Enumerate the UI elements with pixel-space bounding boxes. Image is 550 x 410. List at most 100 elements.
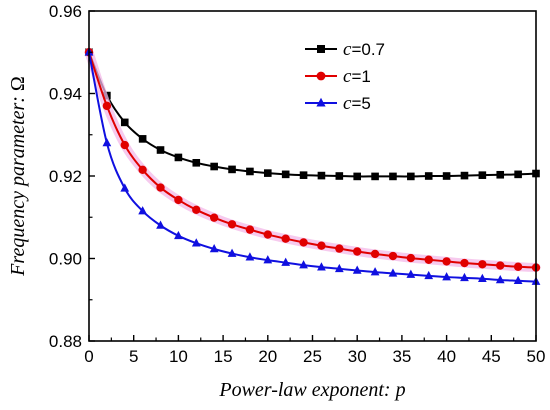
x-axis-label: Power-law exponent: p: [218, 379, 405, 401]
data-point: [514, 170, 522, 179]
data-point: [156, 183, 165, 192]
x-tick-label: 10: [169, 347, 188, 366]
x-tick-label: 5: [129, 347, 138, 366]
x-tick-label: 0: [84, 347, 93, 366]
y-tick-label: 0.90: [49, 250, 82, 269]
y-tick-label: 0.88: [49, 332, 82, 351]
legend-item-1: c=0.7: [305, 39, 385, 60]
data-point: [478, 260, 487, 269]
legend-item-3: c=5: [305, 93, 371, 114]
data-point: [263, 230, 272, 239]
data-point: [442, 172, 451, 180]
data-point: [210, 162, 218, 171]
data-point: [371, 172, 379, 181]
data-point: [496, 261, 505, 270]
x-tick-label: 40: [437, 347, 456, 366]
series-2: [84, 47, 541, 273]
data-point: [227, 220, 237, 229]
y-tick-label: 0.96: [49, 2, 82, 21]
data-point: [316, 71, 326, 81]
data-point: [102, 138, 112, 147]
data-point: [138, 135, 147, 143]
legend-value: =0.7: [351, 40, 385, 59]
data-point: [156, 220, 165, 229]
legend-variable: c: [343, 39, 352, 60]
data-point: [120, 118, 129, 127]
data-point: [406, 269, 416, 278]
legend-value: =1: [351, 67, 370, 86]
legend-item-2: c=1: [305, 66, 371, 87]
data-point: [442, 257, 451, 266]
data-point: [370, 249, 380, 259]
data-point: [120, 183, 130, 192]
data-point: [424, 172, 433, 180]
legend-label: c=1: [343, 66, 371, 87]
data-point: [478, 171, 487, 179]
legend-label: c=5: [343, 93, 371, 114]
y-axis-label-text: Frequency parameter:: [7, 91, 29, 277]
x-tick-label: 25: [303, 347, 322, 366]
series-line: [88, 51, 537, 269]
series-line: [88, 51, 537, 178]
data-point: [388, 268, 398, 277]
series-group: [84, 47, 541, 285]
y-axis-label-var: Ω: [7, 76, 29, 91]
data-point: [460, 171, 469, 180]
y-tick-label: 0.92: [49, 167, 82, 186]
data-point: [406, 253, 416, 263]
data-point: [174, 195, 183, 205]
data-point: [335, 172, 344, 180]
data-point: [281, 234, 290, 243]
data-point: [477, 273, 487, 282]
data-point: [156, 146, 165, 154]
data-point: [264, 169, 272, 177]
data-point: [120, 140, 129, 150]
data-point: [370, 267, 380, 276]
data-point: [442, 272, 451, 281]
series-highlight: [84, 47, 541, 273]
legend-value: =5: [351, 94, 370, 113]
data-point: [317, 45, 325, 53]
x-axis-label-text: Power-law exponent:: [218, 379, 395, 401]
x-tick-label: 45: [482, 347, 501, 366]
data-point: [496, 170, 505, 179]
series-3: [84, 47, 541, 285]
data-point: [281, 170, 290, 179]
data-point: [334, 263, 344, 273]
axis-ticks: 0 5 10 15 20 25 30 35 40 45 50 0.88 0.90 0.92 0.94 0.96: [49, 2, 546, 366]
data-point: [174, 230, 183, 240]
data-point: [317, 241, 326, 250]
data-point: [138, 206, 148, 215]
data-point: [317, 171, 326, 180]
legend-variable: c: [343, 93, 352, 114]
data-point: [460, 258, 469, 268]
data-point: [299, 171, 308, 179]
data-point: [335, 244, 344, 253]
data-point: [245, 225, 255, 234]
data-point: [353, 247, 362, 256]
data-point: [138, 165, 147, 175]
data-point: [228, 165, 236, 174]
data-point: [245, 252, 255, 261]
data-point: [495, 274, 505, 284]
data-point: [299, 260, 308, 269]
data-point: [316, 97, 326, 107]
data-point: [389, 172, 397, 181]
legend: c=0.7c=1c=5: [305, 39, 385, 114]
x-tick-label: 30: [348, 347, 367, 366]
data-point: [460, 272, 469, 282]
legend-variable: c: [343, 66, 352, 87]
data-point: [192, 205, 201, 215]
data-point: [209, 213, 219, 222]
data-point: [263, 255, 273, 264]
data-point: [424, 255, 433, 264]
data-point: [407, 172, 415, 181]
legend-label: c=0.7: [343, 39, 385, 60]
y-tick-label: 0.94: [49, 85, 82, 104]
data-point: [102, 101, 112, 111]
x-tick-label: 35: [392, 347, 411, 366]
data-point: [317, 262, 326, 271]
data-point: [353, 172, 361, 181]
series-1: [85, 48, 540, 181]
